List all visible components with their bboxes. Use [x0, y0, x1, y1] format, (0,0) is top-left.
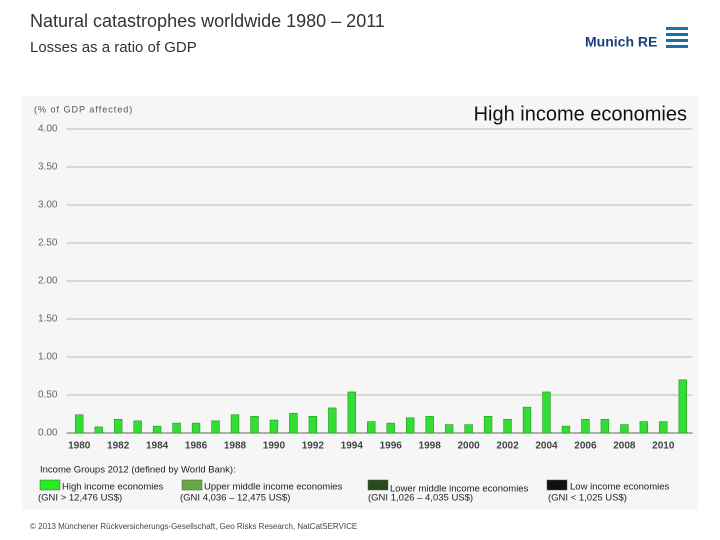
bar: [678, 379, 687, 434]
x-tick-label: 1980: [68, 441, 91, 452]
legend-name: Upper middle income economies: [204, 482, 343, 493]
y-axis-label: (% of GDP affected): [34, 104, 133, 114]
x-tick-label: 1984: [146, 441, 169, 452]
x-tick-label: 2008: [613, 441, 636, 452]
bar: [269, 419, 279, 434]
bar: [308, 415, 318, 434]
x-tick-label: 1998: [419, 441, 442, 452]
legend-swatch: [181, 479, 203, 491]
legend-swatch: [367, 479, 389, 491]
bar: [620, 424, 629, 434]
y-tick-label: 2.50: [38, 238, 58, 249]
legend-note: (GNI 4,036 – 12,475 US$): [180, 493, 290, 504]
x-tick-label: 1986: [185, 441, 208, 452]
bar: [172, 422, 181, 434]
chart-panel: [22, 96, 698, 510]
x-tick-label: 1988: [224, 441, 247, 452]
bar: [522, 406, 532, 434]
bar: [386, 422, 395, 434]
bar: [328, 407, 337, 434]
bar: [503, 419, 512, 434]
legend-title: Income Groups 2012 (defined by World Ban…: [40, 465, 236, 476]
legend-note: (GNI > 12,476 US$): [38, 493, 122, 504]
slide-title: Natural catastrophes worldwide 1980 – 20…: [30, 11, 385, 31]
bar: [250, 415, 259, 434]
y-tick-label: 0.50: [38, 390, 58, 401]
legend-note: (GNI 1,026 – 4,035 US$): [368, 493, 473, 504]
bar: [347, 391, 356, 434]
bar: [152, 425, 162, 434]
slide-subtitle: Losses as a ratio of GDP: [30, 39, 197, 56]
y-tick-label: 1.50: [38, 314, 58, 325]
x-tick-label: 2004: [535, 441, 558, 452]
x-tick-label: 1982: [107, 441, 130, 452]
bar: [367, 421, 376, 434]
bar: [113, 419, 123, 434]
bar: [659, 421, 668, 434]
bar: [289, 412, 298, 434]
y-tick-label: 3.00: [38, 200, 58, 211]
x-tick-label: 1990: [263, 441, 286, 452]
footer: © 2013 Münchener Rückversicherungs-Gesel…: [30, 522, 357, 531]
legend-name: High income economies: [62, 482, 164, 493]
bar: [600, 419, 610, 434]
x-tick-label: 1994: [341, 441, 364, 452]
bar: [230, 414, 240, 434]
logo-icon: [666, 27, 688, 48]
x-tick-label: 2002: [496, 441, 519, 452]
y-tick-label: 4.00: [38, 124, 58, 135]
x-tick-label: 1996: [380, 441, 403, 452]
chart-title: High income economies: [474, 103, 687, 125]
bar: [211, 420, 220, 434]
bar: [561, 425, 571, 434]
bar: [444, 424, 454, 434]
legend-name: Lower middle income economies: [390, 484, 529, 495]
legend-note: (GNI < 1,025 US$): [548, 493, 627, 504]
x-tick-label: 1992: [302, 441, 325, 452]
logo-text: Munich RE: [585, 34, 657, 50]
bar: [483, 415, 493, 434]
y-tick-label: 2.00: [38, 276, 58, 287]
legend-name: Low income economies: [570, 482, 670, 493]
bar: [94, 426, 103, 434]
x-tick-label: 2006: [574, 441, 597, 452]
y-tick-label: 1.00: [38, 352, 58, 363]
legend-swatch: [39, 479, 61, 491]
legend-swatch: [546, 479, 568, 491]
bar: [406, 417, 415, 434]
bar: [133, 420, 142, 434]
bar: [542, 391, 551, 434]
y-tick-label: 3.50: [38, 162, 58, 173]
bar: [639, 421, 649, 434]
bar: [191, 422, 201, 434]
bar: [425, 415, 434, 434]
x-tick-label: 2000: [457, 441, 480, 452]
bar: [464, 424, 473, 434]
x-tick-label: 2010: [652, 441, 675, 452]
y-tick-label: 0.00: [38, 428, 58, 439]
bar: [75, 414, 84, 434]
bar: [581, 419, 590, 434]
